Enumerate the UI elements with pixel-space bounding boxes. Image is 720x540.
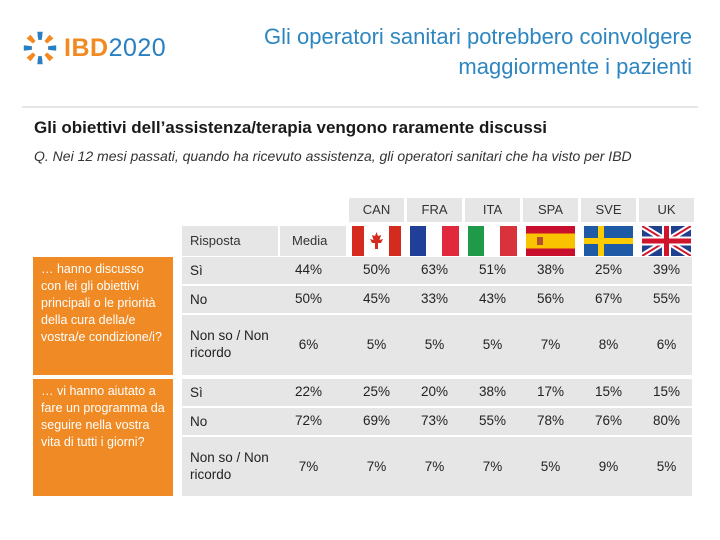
response-label: Sì [190,385,203,400]
value-ita: 7% [482,459,503,474]
value-spa: 38% [536,262,565,277]
value-media: 44% [294,262,323,277]
logo-brand: IBD [64,33,109,62]
value-media: 7% [298,459,319,474]
value-media: 6% [298,337,319,352]
column-header-risposta: Risposta [182,226,278,256]
value-fra: 20% [420,384,449,399]
response-label: No [190,414,208,429]
page-title-line1: Gli operatori sanitari potrebbero coinvo… [263,24,692,49]
question-group-2-label: … vi hanno aiutato a fare un programma d… [33,379,173,496]
value-sve: 67% [594,291,623,306]
response-label: No [190,292,208,307]
value-spa: 78% [536,413,565,428]
value-uk: 55% [652,291,681,306]
response-label: Non so / Non ricordo [190,328,269,360]
section-subtitle: Gli obiettivi dell’assistenza/terapia ve… [34,118,548,137]
value-ita: 51% [478,262,507,277]
value-media: 50% [294,291,323,306]
value-can: 25% [362,384,391,399]
value-spa: 17% [536,384,565,399]
value-ita: 5% [482,337,503,352]
value-sve: 9% [598,459,619,474]
response-label: Sì [190,263,203,278]
value-fra: 73% [420,413,449,428]
value-ita: 55% [478,413,507,428]
table-row: Sì 22% 25% 20% 38% 17% 15% 15% [182,379,692,406]
logo-year: 2020 [108,33,167,62]
value-uk: 39% [652,262,681,277]
value-fra: 7% [424,459,445,474]
value-sve: 25% [594,262,623,277]
value-fra: 33% [420,291,449,306]
question-group-1-label: … hanno discusso con lei gli obiettivi p… [33,257,173,375]
value-spa: 56% [536,291,565,306]
table-row: Non so / Non ricordo 6% 5% 5% 5% 7% 8% 6… [182,315,692,375]
value-uk: 5% [656,459,677,474]
value-spa: 7% [540,337,561,352]
value-spa: 5% [540,459,561,474]
country-header-ita: ITA [465,198,520,222]
value-can: 5% [366,337,387,352]
page-title: Gli operatori sanitari potrebbero coinvo… [212,22,692,82]
table-row: No 72% 69% 73% 55% 78% 76% 80% [182,408,692,435]
country-header-fra: FRA [407,198,462,222]
uk-flag-icon [642,226,691,256]
value-can: 45% [362,291,391,306]
logo-text: IBD2020 [64,34,166,63]
value-sve: 15% [594,384,623,399]
value-media: 22% [294,384,323,399]
country-header-spa: SPA [523,198,578,222]
table-row: Sì 44% 50% 63% 51% 38% 25% 39% [182,257,692,284]
value-uk: 6% [656,337,677,352]
value-media: 72% [294,413,323,428]
value-uk: 80% [652,413,681,428]
question-text: Q. Nei 12 mesi passati, quando ha ricevu… [34,148,632,164]
country-header-can: CAN [349,198,404,222]
value-fra: 5% [424,337,445,352]
table-row: No 50% 45% 33% 43% 56% 67% 55% [182,286,692,313]
header-divider [22,106,698,108]
value-uk: 15% [652,384,681,399]
table-row: Non so / Non ricordo 7% 7% 7% 7% 5% 9% 5… [182,437,692,496]
value-can: 50% [362,262,391,277]
page-title-line2: maggiormente i pazienti [458,54,692,79]
logo-mark-icon [23,31,57,65]
value-sve: 8% [598,337,619,352]
response-label: Non so / Non ricordo [190,450,269,482]
value-sve: 76% [594,413,623,428]
ibd-logo: IBD2020 [22,30,166,66]
sweden-flag-icon [584,226,633,256]
spain-flag-icon [526,226,575,256]
country-header-uk: UK [639,198,694,222]
country-header-sve: SVE [581,198,636,222]
value-can: 69% [362,413,391,428]
value-ita: 43% [478,291,507,306]
italy-flag-icon [468,226,517,256]
column-header-media: Media [280,226,346,256]
value-fra: 63% [420,262,449,277]
canada-flag-icon [352,226,401,256]
value-can: 7% [366,459,387,474]
value-ita: 38% [478,384,507,399]
france-flag-icon [410,226,459,256]
